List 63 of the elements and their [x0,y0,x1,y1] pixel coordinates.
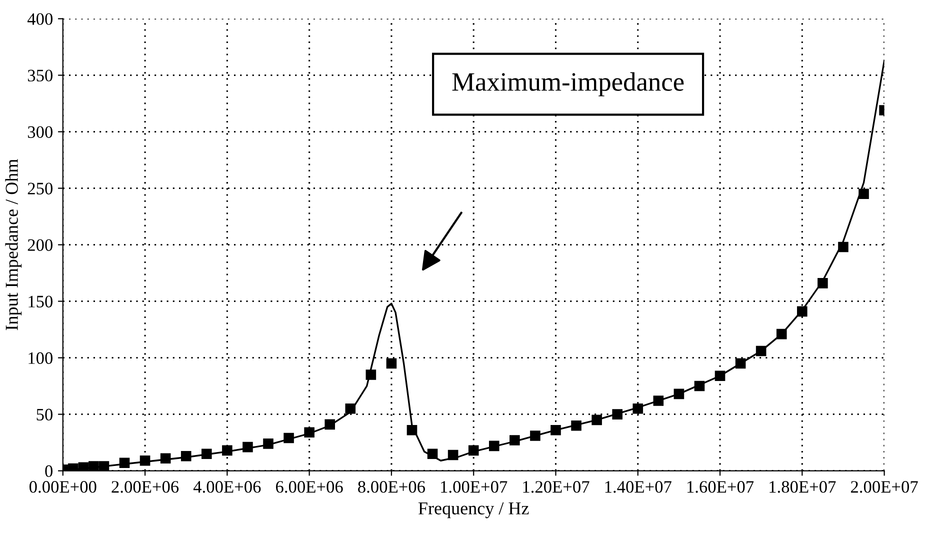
point [98,461,110,471]
point [571,420,582,431]
y-tick-label: 150 [28,296,53,308]
point [756,346,766,356]
point [222,445,232,456]
point [88,461,99,471]
y-tick-label: 50 [36,408,53,420]
point [468,445,479,456]
point [550,424,561,436]
point [427,448,438,459]
point [858,188,869,200]
y-tick-label: 200 [28,239,53,251]
y-tick-label: 100 [28,352,53,364]
point [735,358,746,369]
x-tick-label: 1.60E+07 [687,481,754,493]
point [510,435,520,446]
x-tick-label: 1.80E+07 [770,481,836,493]
point [140,455,150,466]
point [201,448,212,459]
point [406,424,418,436]
y-axis-title: Input Impedance / Ohm [5,159,22,330]
point [366,370,376,380]
annotation: Maximum-impedance [452,72,684,96]
point [160,453,171,464]
x-tick-label: 8.00E+06 [358,481,426,493]
point [242,442,253,452]
point [386,358,397,369]
point [78,462,89,471]
x-tick-label: 1.40E+07 [605,481,672,493]
x-axis-title: Frequency / Hz [418,502,529,518]
point [119,458,130,468]
x-tick-label: 0.00E+00 [29,481,96,493]
point [612,409,622,420]
point [776,328,787,340]
y-tick-label: 0 [45,465,53,477]
point [530,430,540,441]
point [345,403,356,414]
x-tick-label: 2.00E+06 [112,481,179,493]
x-tick-label: 2.00E+07 [850,481,918,493]
x-tick-label: 4.00E+06 [193,481,261,493]
point [797,306,808,317]
point [653,396,664,406]
y-tick-label: 350 [28,70,53,82]
point [818,278,828,288]
x-tick-label: 6.00E+06 [276,481,343,493]
point [838,242,848,252]
point [284,432,294,444]
point [714,370,726,382]
point [304,427,314,438]
y-tick-label: 400 [27,13,53,25]
point [263,438,274,449]
point [632,403,644,414]
point [592,414,602,426]
x-tick-label: 1.00E+07 [441,481,508,493]
point [674,388,684,400]
x-tick-label: 1.20E+07 [523,481,590,493]
point [180,450,192,462]
y-tick-label: 300 [28,126,53,138]
point [694,380,705,392]
point [324,419,336,430]
point [448,450,458,460]
y-tick-label: 250 [28,182,53,194]
point [488,440,500,452]
